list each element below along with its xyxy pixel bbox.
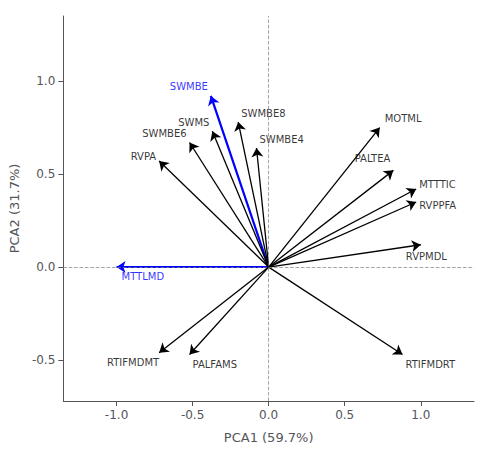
svg-text:MTTTIC: MTTTIC: [419, 179, 456, 190]
svg-text:1.0: 1.0: [411, 408, 430, 422]
svg-text:PALTEA: PALTEA: [355, 153, 391, 164]
svg-text:PCA2 (31.7%): PCA2 (31.7%): [7, 164, 22, 254]
svg-text:SWMBE: SWMBE: [170, 81, 208, 92]
svg-text:PALFAMS: PALFAMS: [193, 359, 237, 370]
svg-text:RVPA: RVPA: [131, 151, 157, 162]
svg-text:PCA1 (59.7%): PCA1 (59.7%): [224, 430, 314, 445]
svg-text:MTTLMD: MTTLMD: [122, 271, 165, 282]
svg-text:SWMBE4: SWMBE4: [259, 134, 303, 145]
svg-text:1.0: 1.0: [36, 74, 55, 88]
svg-text:SWMBE6: SWMBE6: [142, 128, 186, 139]
svg-text:0.0: 0.0: [259, 408, 278, 422]
svg-text:SWMS: SWMS: [178, 117, 209, 128]
svg-text:-1.0: -1.0: [105, 408, 128, 422]
svg-text:-0.5: -0.5: [181, 408, 204, 422]
svg-text:RTIFMDMT: RTIFMDMT: [107, 357, 160, 368]
svg-text:-0.5: -0.5: [32, 353, 55, 367]
svg-text:0.5: 0.5: [36, 167, 55, 181]
svg-text:RTIFMDRT: RTIFMDRT: [406, 359, 457, 370]
svg-text:RVPPFA: RVPPFA: [419, 200, 456, 211]
svg-text:MOTML: MOTML: [385, 113, 422, 124]
svg-text:0.0: 0.0: [36, 260, 55, 274]
svg-text:RVPMDL: RVPMDL: [406, 251, 448, 262]
svg-text:SWMBE8: SWMBE8: [241, 108, 285, 119]
svg-text:0.5: 0.5: [335, 408, 354, 422]
